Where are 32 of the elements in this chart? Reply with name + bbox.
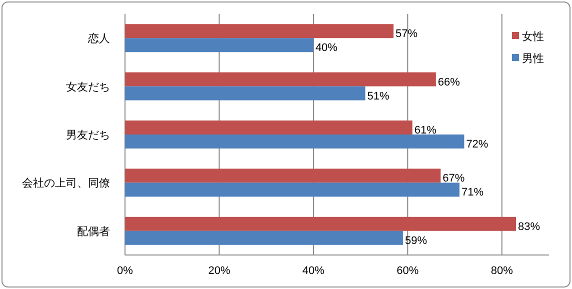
bar [125,168,441,183]
bar [125,120,412,134]
data-label: 51% [367,90,390,102]
data-label: 59% [404,234,428,247]
data-label: 57% [396,28,418,40]
data-label: 71% [461,186,484,199]
data-label: 66% [438,76,460,88]
y-tick-label: 女友だち [66,81,110,94]
x-tick-label: 0% [117,265,134,277]
bar [125,72,436,86]
x-tick-label: 20% [208,265,230,277]
data-label: 61% [414,124,437,136]
legend-label: 男性 [522,53,544,65]
data-label: 72% [466,138,488,150]
data-label: 83% [518,220,540,233]
y-tick-label: 会社の上司、同僚 [22,176,110,190]
data-label: 40% [315,42,338,54]
y-tick-label: 男友だち [66,130,110,142]
bar [125,134,464,148]
bar [125,216,516,231]
y-tick-label: 恋人 [87,32,110,46]
bar [125,86,366,100]
bar [125,182,460,197]
bar [125,24,394,38]
x-tick-label: 80% [490,265,514,277]
bar [125,230,403,245]
x-tick-label: 60% [396,265,419,277]
x-tick-label: 40% [302,265,325,277]
bar [125,38,314,52]
data-label: 67% [442,172,465,185]
y-tick-label: 配偶者 [77,224,110,238]
legend-label: 女性 [522,31,544,43]
